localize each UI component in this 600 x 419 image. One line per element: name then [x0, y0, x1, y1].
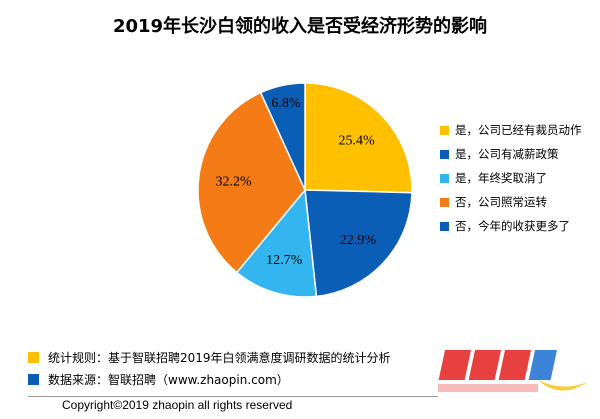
legend-swatch [440, 149, 449, 159]
pie-data-label: 25.4% [338, 134, 375, 149]
note-source: 数据来源：智联招聘（www.zhaopin.com） [28, 368, 391, 390]
legend-item-more-gains: 否，今年的收获更多了 [440, 214, 582, 238]
legend-item-layoffs: 是，公司已经有裁员动作 [440, 118, 582, 142]
legend-item-pay-cut: 是，公司有减薪政策 [440, 142, 582, 166]
pie-slice-bonus-cancelled [235, 188, 318, 298]
legend-swatch [440, 173, 449, 183]
legend-item-normal: 否，公司照常运转 [440, 190, 582, 214]
legend: 是，公司已经有裁员动作 是，公司有减薪政策 是，年终奖取消了 否，公司照常运转 … [440, 118, 582, 238]
legend-swatch [440, 197, 449, 207]
legend-label: 是，年终奖取消了 [455, 171, 547, 185]
note-source-text: 数据来源：智联招聘（www.zhaopin.com） [48, 372, 289, 387]
note-rule: 统计规则：基于智联招聘2019年白领满意度调研数据的统计分析 [28, 346, 391, 368]
rednet-watermark-logo [438, 350, 588, 392]
legend-item-bonus-cancelled: 是，年终奖取消了 [440, 166, 582, 190]
legend-label: 否，公司照常运转 [455, 195, 547, 209]
pie-slice-more-gains [259, 82, 306, 191]
legend-label: 是，公司有减薪政策 [455, 147, 559, 161]
legend-swatch [440, 221, 449, 231]
legend-label: 否，今年的收获更多了 [455, 219, 570, 233]
pie-data-label: 32.2% [216, 175, 253, 190]
chart-title: 2019年长沙白领的收入是否受经济形势的影响 [112, 16, 488, 37]
legend-swatch [440, 125, 449, 135]
pie-chart: 25.4% 22.9% 12.7% 32.2% 6.8% [197, 82, 413, 298]
pie-data-label: 12.7% [266, 253, 303, 268]
footnotes: 统计规则：基于智联招聘2019年白领满意度调研数据的统计分析 数据来源：智联招聘… [28, 346, 391, 390]
pie-slice-layoffs [304, 82, 413, 194]
note-rule-text: 统计规则：基于智联招聘2019年白领满意度调研数据的统计分析 [48, 350, 391, 365]
copyright: Copyright©2019 zhaopin all rights reserv… [62, 398, 293, 412]
pie-slice-normal [197, 91, 306, 274]
pie-data-label: 6.8% [271, 96, 301, 111]
note-rule-square [28, 351, 39, 363]
footer-divider [28, 396, 438, 397]
legend-label: 是，公司已经有裁员动作 [455, 123, 582, 137]
pie-slice-pay-cut [304, 189, 413, 298]
note-source-square [28, 373, 39, 385]
pie-data-label: 22.9% [340, 233, 377, 248]
